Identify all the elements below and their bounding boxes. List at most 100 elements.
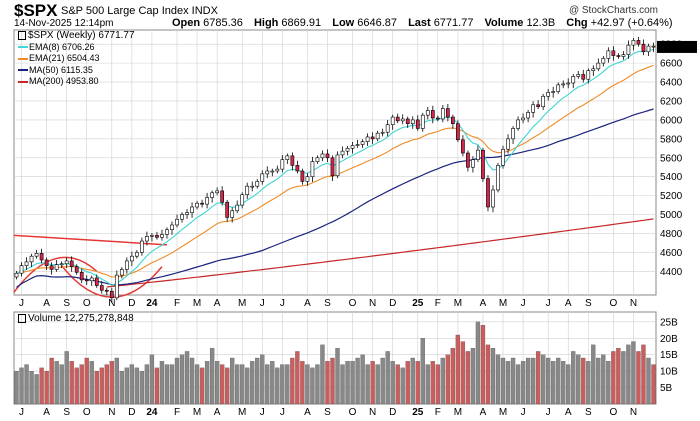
instrument-name: S&P 500 Large Cap Index INDX [61, 5, 218, 17]
time-tick-label: O [83, 407, 91, 418]
candle-body [250, 185, 255, 188]
candle-body [561, 83, 566, 86]
candle-body [265, 170, 270, 175]
candle-body [486, 178, 490, 208]
volume-legend: Volume 12,275,278,848 [18, 313, 134, 324]
time-tick-label: 25 [412, 407, 424, 418]
candle-body [270, 170, 275, 173]
volume-bar [64, 351, 69, 405]
candle-body [375, 132, 380, 140]
indicator-legend: $SPX (Weekly) 6771.77 EMA(8) 6706.26 EMA… [18, 30, 135, 88]
ema21-line [16, 64, 654, 278]
candle-body [225, 201, 230, 218]
volume-bar [245, 367, 250, 405]
volume-bar [556, 357, 561, 405]
volume-bar [330, 357, 335, 405]
candle-body [275, 168, 280, 172]
volume-bar [631, 341, 636, 405]
change-value: +42.97 (+0.64%) [590, 17, 673, 29]
candle-body [130, 255, 134, 262]
high-label: High [253, 17, 279, 29]
candle-body [551, 91, 556, 93]
candle-body [521, 117, 525, 121]
volume-bar [310, 367, 315, 405]
time-tick-label: S [324, 298, 331, 309]
candle-body [210, 192, 214, 198]
volume-bar [651, 364, 656, 405]
volume-bar [335, 347, 340, 405]
candle-body [165, 229, 169, 235]
candle-body [621, 54, 626, 57]
time-tick-label: N [630, 407, 637, 418]
volume-bar [591, 344, 596, 405]
volume-bar [440, 357, 445, 405]
volume-bar [219, 364, 225, 405]
candle-body [425, 110, 430, 116]
volume-bar [69, 361, 74, 405]
candle-body [19, 265, 24, 274]
time-tick-label: J [260, 407, 265, 418]
price-tick-label: 4600 [660, 248, 683, 259]
time-tick-label: M [454, 407, 462, 418]
volume-bar [209, 347, 215, 405]
candle-body [145, 236, 149, 242]
candle-body [170, 224, 174, 230]
legend-ema8: EMA(8) 6706.26 [18, 42, 135, 54]
time-tick-label: S [324, 407, 331, 418]
price-tick-label: 4800 [660, 229, 683, 240]
candle-body [496, 165, 500, 191]
volume-bar [104, 364, 109, 405]
open-label: Open [172, 17, 201, 29]
price-tick-label: 6400 [660, 78, 683, 89]
candle-body [190, 206, 194, 213]
legend-ma200: MA(200) 4953.80 [18, 76, 135, 88]
volume-bar [109, 361, 114, 405]
volume-bar [636, 351, 641, 405]
candle-body [461, 139, 465, 154]
candle-body [74, 266, 79, 273]
time-tick-label: A [480, 298, 487, 309]
symbol-title: $SPX [14, 1, 58, 20]
volume-bar [124, 367, 130, 405]
candle-body [14, 272, 19, 278]
candle-body [410, 119, 415, 124]
open-value: 6785.36 [203, 17, 243, 29]
volume-bar [500, 357, 506, 405]
volume-bar [646, 357, 651, 405]
price-tick-label: 5600 [660, 153, 683, 164]
candle-body [44, 259, 49, 266]
price-tick-label: 5200 [660, 191, 683, 202]
candle-body [636, 40, 641, 45]
quote-summary: Open 6785.36 High 6869.91 Low 6646.87 Last 6… [172, 17, 681, 29]
candle-body [185, 212, 189, 215]
candle-body [390, 116, 395, 125]
volume-bar [24, 364, 29, 405]
volume-bar [540, 354, 546, 405]
volume-bar [194, 364, 200, 405]
volume-tick-label: 15B [660, 350, 678, 361]
volume-bar [305, 364, 310, 405]
candle-body [611, 50, 616, 56]
volume-bar [535, 351, 541, 405]
candle-body [466, 152, 470, 168]
volume-bar [295, 351, 300, 405]
candle-body [29, 255, 34, 263]
volume-bar [360, 354, 365, 405]
candle-body [84, 279, 89, 282]
candle-body [405, 118, 410, 124]
volume-bar [455, 334, 461, 405]
candle-body [305, 176, 310, 182]
time-tick-label: S [585, 298, 592, 309]
volume-bar [89, 361, 94, 405]
candle-body [601, 58, 606, 64]
candle-body [340, 150, 345, 156]
volume-bar [84, 357, 89, 405]
candle-body [205, 197, 209, 205]
time-tick-label: D [128, 407, 135, 418]
time-tick-label: N [630, 298, 637, 309]
volume-bar [405, 361, 410, 405]
candle-body [476, 149, 480, 160]
volume-bar [465, 351, 471, 405]
ema8-line [16, 49, 654, 287]
time-tick-label: A [565, 298, 572, 309]
